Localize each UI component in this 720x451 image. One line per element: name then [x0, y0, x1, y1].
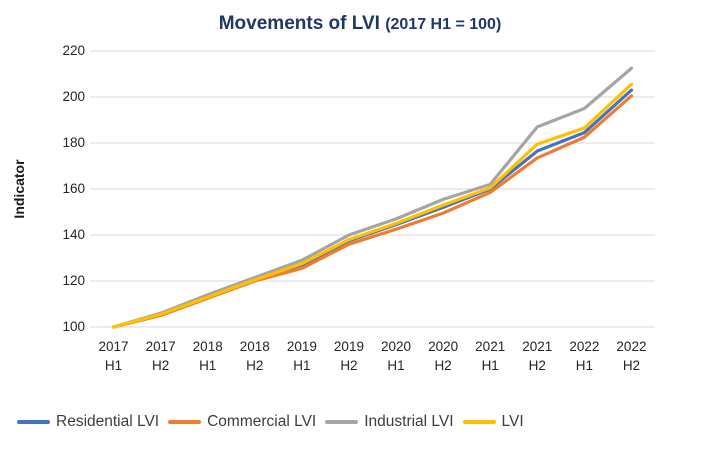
x-tick-label-2021-h2: 2021 H2	[522, 339, 553, 373]
y-axis-title: Indicator	[11, 159, 27, 219]
plot-area	[90, 50, 655, 329]
x-tick-label-2017-h1: 2017 H1	[98, 339, 129, 373]
y-tick-label-120: 120	[62, 273, 85, 288]
x-tick-label-2022-h1: 2022 H1	[569, 339, 600, 373]
y-tick-label-200: 200	[62, 89, 85, 104]
legend-label: Commercial LVI	[207, 413, 317, 430]
legend-swatch-icon	[325, 419, 359, 425]
y-tick-label-100: 100	[62, 319, 85, 334]
x-tick-label-2018-h1: 2018 H1	[192, 339, 223, 373]
series-line-commercial-lvi	[111, 94, 634, 329]
series-line-lvi	[111, 82, 634, 329]
x-tick-label-2017-h2: 2017 H2	[145, 339, 176, 373]
legend-label: LVI	[501, 413, 524, 430]
chart-title-subtitle: (2017 H1 = 100)	[385, 16, 502, 33]
chart-legend: Residential LVI Commercial LVI Industrial …	[17, 413, 533, 431]
series-line-residential-lvi	[111, 88, 634, 329]
chart-title: Movements of LVI (2017 H1 = 100)	[0, 11, 720, 38]
legend-swatch-icon	[462, 419, 496, 425]
legend-item-commercial-lvi: Commercial LVI	[168, 413, 316, 431]
chart-title-main: Movements of LVI	[218, 13, 386, 34]
legend-label: Industrial LVI	[364, 413, 454, 430]
y-tick-label-220: 220	[62, 43, 85, 58]
legend-item-industrial-lvi: Industrial LVI	[325, 413, 454, 431]
series-line-industrial-lvi	[111, 66, 634, 329]
legend-item-residential-lvi: Residential LVI	[17, 413, 159, 431]
x-tick-label-2019-h1: 2019 H1	[286, 339, 317, 373]
legend-swatch-icon	[17, 419, 50, 425]
y-tick-label-160: 160	[62, 181, 85, 196]
legend-item-lvi: LVI	[462, 413, 524, 431]
y-tick-label-180: 180	[62, 135, 85, 150]
legend-label: Residential LVI	[56, 413, 160, 430]
x-tick-label-2020-h1: 2020 H1	[381, 339, 412, 373]
legend-swatch-icon	[168, 419, 202, 425]
x-tick-label-2022-h2: 2022 H2	[616, 339, 647, 373]
y-tick-label-140: 140	[62, 227, 85, 242]
x-tick-label-2020-h2: 2020 H2	[428, 339, 459, 373]
x-tick-label-2019-h2: 2019 H2	[333, 339, 364, 373]
x-tick-label-2021-h1: 2021 H1	[475, 339, 506, 373]
x-tick-label-2018-h2: 2018 H2	[239, 339, 270, 373]
